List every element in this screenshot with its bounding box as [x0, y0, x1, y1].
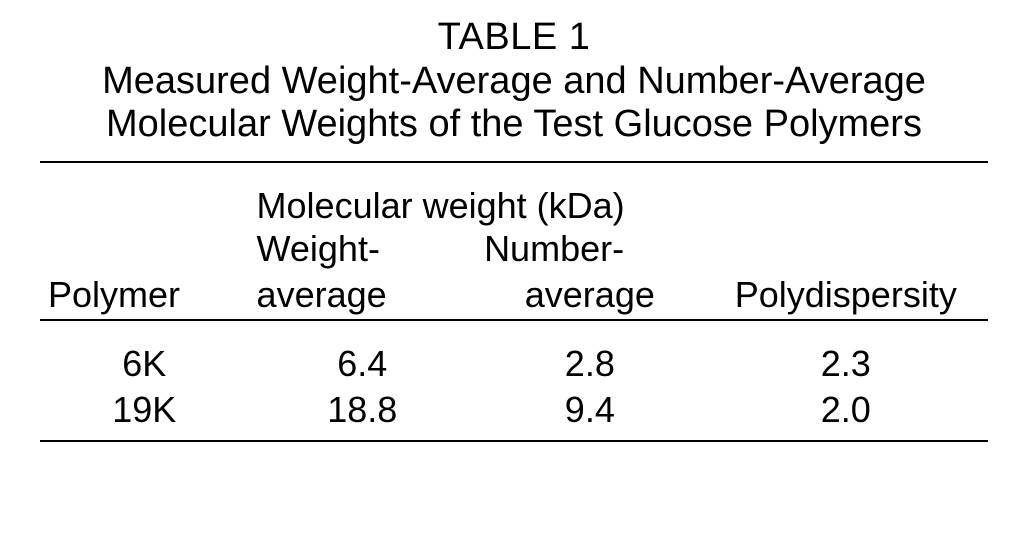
- header-group-row: Molecular weight (kDa): [40, 185, 988, 228]
- table-row: 19K 18.8 9.4 2.0: [40, 385, 988, 430]
- col-header-mw-group: Molecular weight (kDa): [249, 185, 704, 228]
- col-header-polymer: Polymer: [40, 274, 249, 320]
- cell-weight-avg: 6.4: [249, 321, 477, 384]
- header-sub-row-1: Weight- Number-: [40, 228, 988, 273]
- cell-polymer: 19K: [40, 385, 249, 430]
- table-title-block: TABLE 1 Measured Weight-Average and Numb…: [40, 16, 988, 147]
- table-container: TABLE 1 Measured Weight-Average and Numb…: [0, 0, 1028, 546]
- table-row: 6K 6.4 2.8 2.3: [40, 321, 988, 384]
- col-header-numberavg-l2: average: [476, 274, 704, 320]
- col-header-numberavg-l1: Number-: [476, 228, 704, 273]
- cell-polydispersity: 2.0: [704, 385, 988, 430]
- header-sub-row-2: Polymer average average Polydispersity: [40, 274, 988, 320]
- bottom-rule: [40, 430, 988, 441]
- col-header-weightavg-l1: Weight-: [249, 228, 477, 273]
- top-rule: [40, 161, 988, 163]
- cell-polymer: 6K: [40, 321, 249, 384]
- col-header-polydispersity: Polydispersity: [704, 274, 988, 320]
- cell-number-avg: 9.4: [476, 385, 704, 430]
- table-number: TABLE 1: [40, 16, 988, 60]
- data-table: Molecular weight (kDa) Weight- Number- P…: [40, 185, 988, 442]
- col-header-weightavg-l2: average: [249, 274, 477, 320]
- cell-number-avg: 2.8: [476, 321, 704, 384]
- table-caption-line2: Molecular Weights of the Test Glucose Po…: [40, 103, 988, 147]
- cell-polydispersity: 2.3: [704, 321, 988, 384]
- cell-weight-avg: 18.8: [249, 385, 477, 430]
- table-caption-line1: Measured Weight-Average and Number-Avera…: [40, 60, 988, 104]
